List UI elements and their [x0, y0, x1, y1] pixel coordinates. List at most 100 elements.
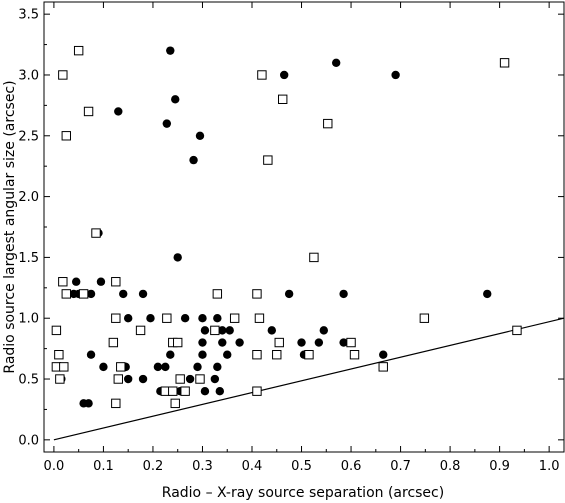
- data-point-circle: [379, 350, 388, 359]
- data-point-square: [254, 313, 265, 323]
- data-point-circle: [114, 107, 123, 116]
- data-point-square: [170, 398, 180, 409]
- data-point-circle: [185, 374, 195, 384]
- data-point-circle: [339, 338, 348, 347]
- data-point-square: [111, 313, 121, 323]
- x-tick-label: 1.0: [539, 459, 560, 474]
- data-point-circle: [210, 374, 220, 384]
- data-point-circle: [173, 253, 182, 262]
- data-point-circle: [319, 326, 329, 335]
- data-point-square: [135, 325, 146, 336]
- x-tick-label: 0.6: [341, 459, 362, 474]
- data-point-circle: [162, 119, 172, 128]
- data-point-square: [51, 325, 62, 336]
- plot-area: [43, 1, 565, 453]
- data-point-square: [116, 362, 126, 372]
- data-point-square: [349, 350, 360, 360]
- data-point-square: [419, 313, 430, 323]
- x-tick-label: 0.8: [440, 459, 461, 474]
- y-axis-title: Radio source largest angular size (arcse…: [2, 80, 18, 373]
- data-point-circle: [391, 70, 400, 80]
- data-point-circle: [195, 131, 205, 140]
- data-point-circle: [198, 314, 207, 323]
- x-tick-label: 0.4: [242, 459, 263, 474]
- data-point-circle: [138, 374, 148, 384]
- y-tick-label: 1.0: [18, 312, 39, 327]
- data-point-square: [323, 118, 333, 129]
- data-point-square: [61, 131, 71, 141]
- data-point-square: [229, 313, 240, 323]
- data-point-circle: [339, 289, 348, 299]
- y-tick-label: 2.0: [18, 190, 39, 205]
- data-point-circle: [235, 338, 244, 347]
- data-point-circle: [123, 374, 133, 384]
- data-point-square: [59, 362, 69, 372]
- x-axis-ticks: 0.0 0.1 0.2 0.3 0.4 0.5 0.6 0.7 0.8 0.9 1.0: [44, 2, 560, 474]
- data-point-square: [278, 94, 288, 104]
- data-point-square: [54, 350, 64, 360]
- x-axis-title: Radio – X-ray source separation (arcsec): [162, 485, 444, 501]
- data-point-circle: [96, 277, 106, 286]
- data-point-circle: [267, 326, 277, 335]
- data-point-square: [73, 45, 84, 56]
- data-point-circle: [198, 350, 207, 359]
- y-axis-ticks: 0.0 0.5 1.0 1.5 2.0 2.5 3.0 3.5: [18, 8, 564, 448]
- data-point-circle: [200, 326, 210, 335]
- data-point-circle: [171, 95, 180, 104]
- data-point-square: [195, 374, 205, 384]
- data-point-circle: [314, 338, 324, 347]
- x-tick-label: 0.3: [192, 459, 213, 474]
- data-point-square: [499, 58, 510, 68]
- data-point-square: [210, 325, 220, 336]
- data-point-circle: [213, 362, 222, 372]
- points-layer: [51, 45, 522, 409]
- data-point-circle: [218, 326, 227, 335]
- data-point-square: [252, 289, 262, 299]
- data-point-circle: [166, 350, 175, 359]
- data-point-circle: [180, 314, 190, 323]
- data-point-circle: [331, 58, 341, 68]
- y-tick-label: 0.5: [18, 373, 39, 388]
- data-point-square: [173, 337, 183, 348]
- data-point-circle: [284, 289, 294, 299]
- data-point-circle: [99, 362, 108, 372]
- reference-line-layer: [53, 317, 565, 441]
- data-point-circle: [215, 386, 225, 396]
- data-point-square: [212, 289, 223, 299]
- y-tick-label: 3.0: [18, 68, 39, 83]
- data-point-square: [108, 337, 119, 348]
- data-point-circle: [279, 70, 289, 80]
- data-point-square: [378, 362, 388, 372]
- data-point-square: [91, 228, 101, 238]
- x-tick-label: 0.9: [489, 459, 510, 474]
- y-tick-label: 0.0: [18, 433, 39, 448]
- data-point-circle: [193, 362, 202, 372]
- data-point-circle: [123, 314, 133, 323]
- data-point-square: [162, 313, 172, 323]
- data-point-circle: [146, 314, 155, 323]
- data-point-square: [168, 386, 178, 396]
- data-point-circle: [213, 314, 222, 323]
- data-point-square: [252, 350, 262, 360]
- data-point-square: [180, 386, 190, 396]
- data-point-square: [512, 325, 522, 336]
- data-point-circle: [166, 46, 175, 55]
- data-point-circle: [86, 289, 96, 299]
- x-tick-label: 0.5: [291, 459, 312, 474]
- data-point-circle: [297, 338, 306, 347]
- data-point-square: [346, 337, 356, 348]
- data-point-square: [111, 277, 121, 287]
- data-point-circle: [225, 326, 234, 335]
- y-tick-label: 2.5: [18, 129, 39, 144]
- data-point-square: [257, 70, 267, 80]
- x-tick-label: 0.0: [44, 459, 65, 474]
- data-point-square: [83, 106, 94, 117]
- data-point-circle: [223, 350, 232, 359]
- data-point-circle: [161, 362, 170, 372]
- x-tick-label: 0.2: [143, 459, 164, 474]
- x-tick-label: 0.1: [93, 459, 114, 474]
- data-point-square: [55, 374, 65, 384]
- data-point-square: [304, 350, 314, 360]
- data-point-circle: [84, 399, 93, 408]
